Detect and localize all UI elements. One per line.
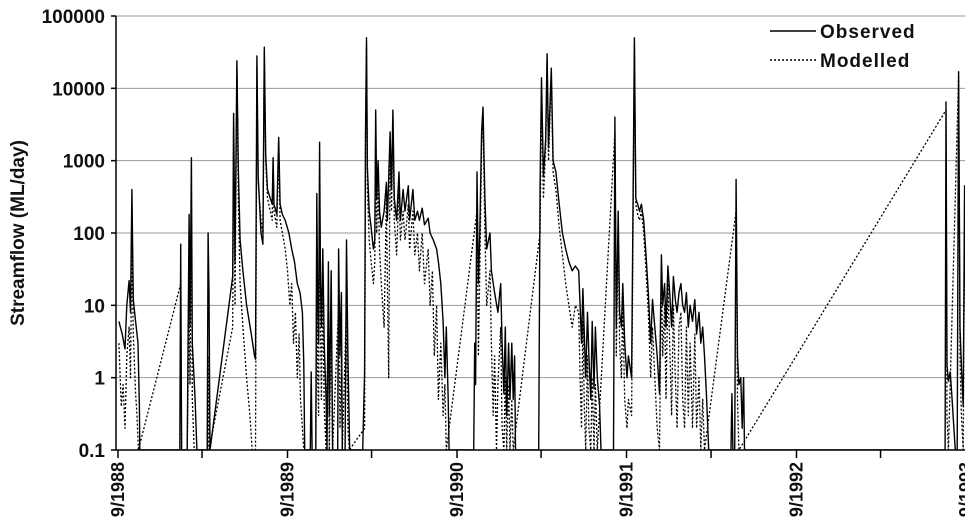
y-axis-title: Streamflow (ML/day)	[8, 140, 29, 326]
y-tick-label: 100	[73, 224, 105, 245]
x-tick-label: 9/1988	[108, 462, 128, 517]
legend-label-observed: Observed	[820, 22, 916, 43]
y-tick-label: 1	[94, 369, 105, 390]
x-tick-label: 9/1992	[786, 462, 806, 517]
legend: Observed Modelled	[770, 22, 916, 72]
y-tick-label: 100000	[42, 7, 105, 28]
x-tick-label: 9/1991	[617, 462, 637, 517]
y-tick-label: 10000	[52, 79, 105, 100]
x-tick-labels: 9/1988 9/1989 9/1990 9/1991 9/1992 9/1993	[108, 450, 965, 517]
y-tick-label: 0.1	[79, 441, 106, 462]
x-tick-label: 9/1989	[278, 462, 298, 517]
legend-label-modelled: Modelled	[820, 51, 910, 72]
x-tick-label: 9/1993	[956, 462, 965, 517]
y-tick-label: 10	[84, 296, 105, 317]
x-tick-label: 9/1990	[447, 462, 467, 517]
series-lines	[118, 37, 965, 450]
y-tick-labels: 0.1 1 10 100 1000 10000 100000	[42, 7, 116, 462]
series-modelled	[118, 44, 965, 450]
y-tick-label: 1000	[63, 152, 105, 173]
